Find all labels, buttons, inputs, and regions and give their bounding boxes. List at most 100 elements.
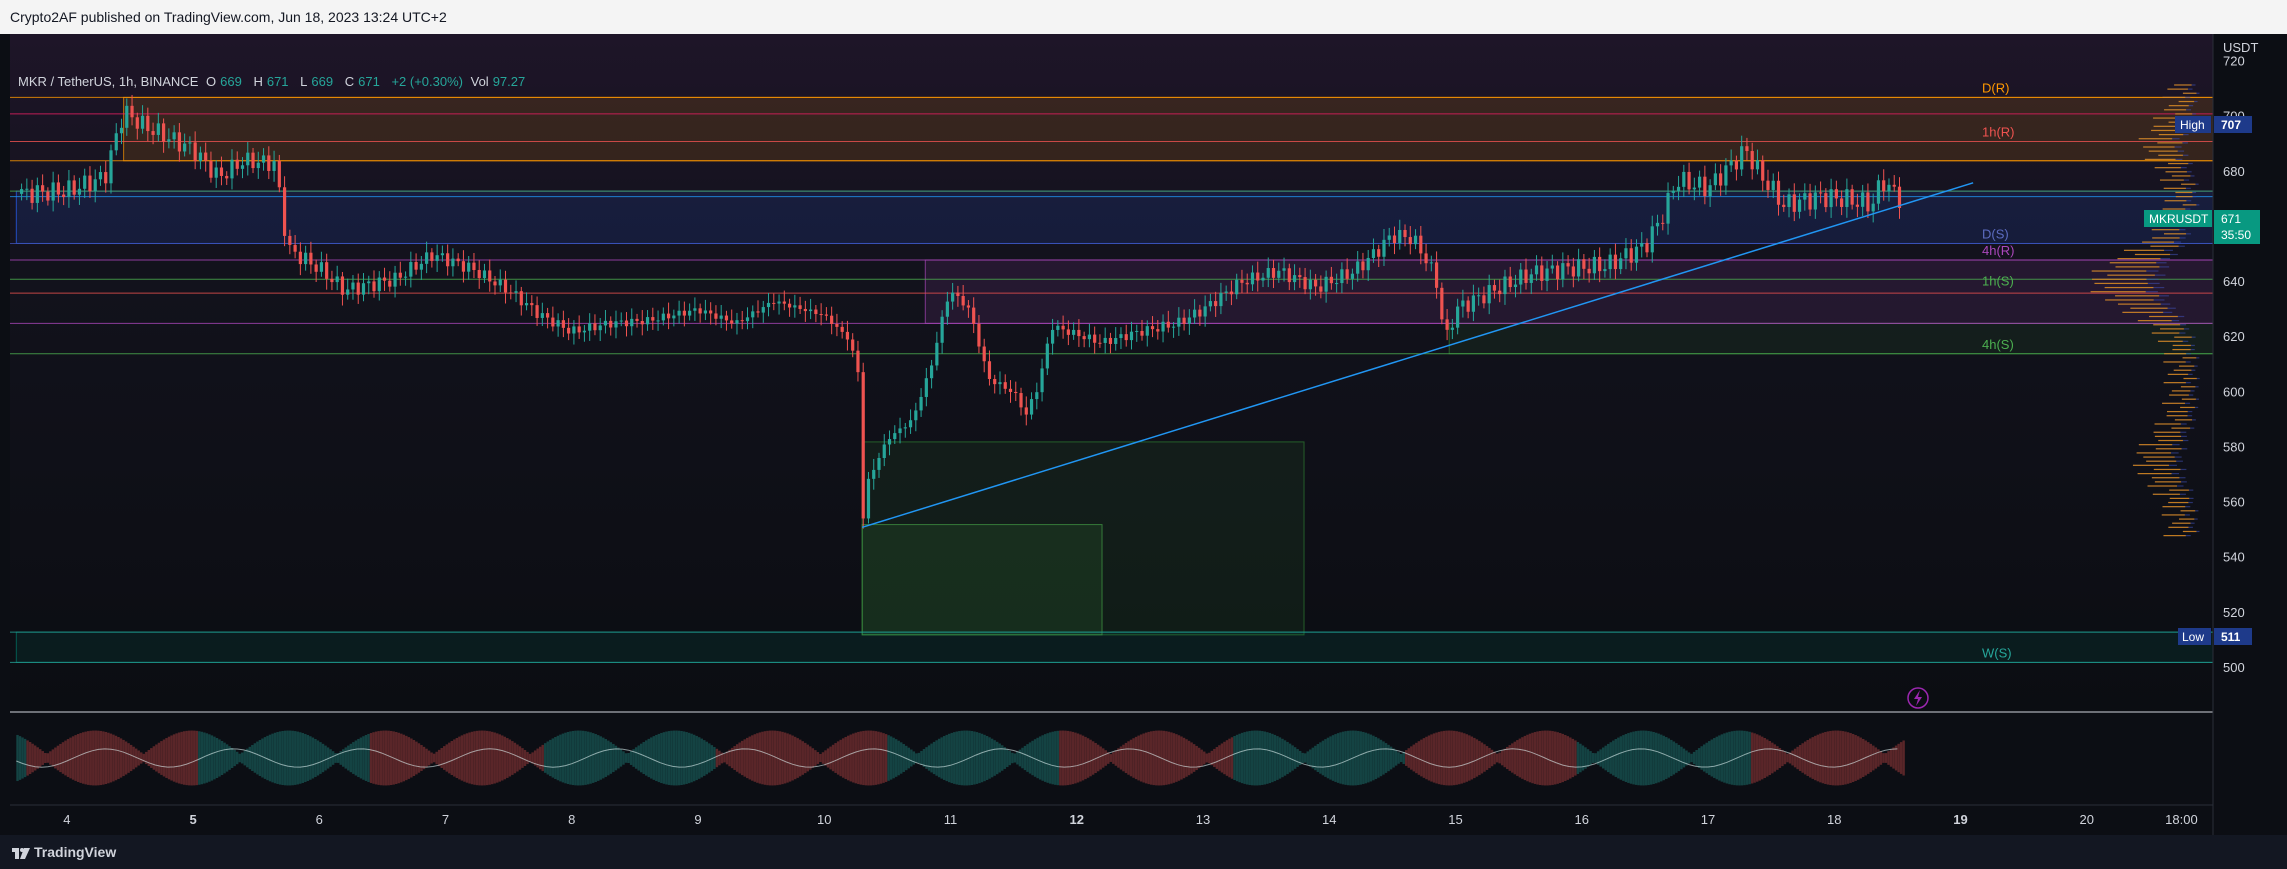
candle-body (1324, 276, 1328, 292)
oscillator-band (84, 731, 87, 785)
oscillator-band (680, 730, 683, 786)
oscillator-band (1296, 749, 1299, 767)
candle-body (840, 326, 844, 332)
legend-low: L 669 (300, 74, 334, 89)
time-tick-label: 16 (1575, 812, 1589, 827)
chart-svg[interactable]: D(R) 1h(R) D(S)4h(R) 1h(S) 4h(S) W(S) 10−1 4 5… (0, 34, 2287, 835)
oscillator-band (1033, 739, 1037, 777)
oscillator-band (862, 730, 865, 786)
candle-body (62, 194, 66, 198)
oscillator-band (1728, 731, 1731, 785)
oscillator-band (970, 731, 974, 785)
candle-body (1882, 180, 1886, 192)
oscillator-band (1528, 733, 1532, 783)
tradingview-logo[interactable]: TradingView (12, 835, 116, 869)
candle-body (440, 253, 444, 256)
candle-body (1613, 254, 1618, 270)
legend-change: +2 (+0.30%) (391, 74, 463, 89)
volume-profile-bar (2154, 167, 2181, 169)
oscillator-band (1814, 735, 1817, 781)
time-tick-label: 19 (1953, 812, 1967, 827)
oscillator-band (743, 739, 746, 777)
chart-area[interactable]: D(R) 1h(R) D(S)4h(R) 1h(S) 4h(S) W(S) 10−1 4 5… (0, 34, 2287, 835)
oscillator-band (1036, 737, 1039, 779)
candle-body (1845, 189, 1849, 207)
candle-body (319, 262, 324, 272)
candle-body (819, 314, 823, 316)
candle-body (682, 310, 686, 316)
oscillator-band (513, 742, 517, 774)
candle-body (1508, 276, 1512, 288)
oscillator-band (746, 737, 749, 779)
oscillator-band (1276, 736, 1279, 780)
oscillator-band (922, 749, 926, 767)
oscillator-band (541, 744, 544, 772)
oscillator-band (1475, 739, 1479, 777)
oscillator-band (167, 736, 171, 780)
publish-bar: Crypto2AF published on TradingView.com, … (0, 0, 2287, 34)
oscillator-band (331, 751, 335, 765)
oscillator-band (1437, 731, 1441, 785)
oscillator-band (1412, 744, 1415, 772)
candle-body (1235, 279, 1239, 295)
oscillator-band (145, 751, 148, 765)
candle-body (1619, 258, 1623, 270)
oscillator-band (253, 743, 257, 773)
candle-body (903, 427, 907, 429)
candle-body (1666, 192, 1670, 224)
oscillator-band (387, 730, 390, 786)
volume-profile-bar (2157, 340, 2183, 342)
oscillator-band (1362, 731, 1365, 785)
oscillator-band (210, 735, 214, 781)
oscillator-band (334, 753, 337, 763)
oscillator-band (59, 743, 62, 773)
candle-body (998, 382, 1002, 385)
volume-profile-bar (2115, 266, 2160, 268)
oscillator-band (884, 734, 888, 782)
oscillator-band (953, 732, 956, 784)
oscillator-band (306, 735, 310, 781)
oscillator-band (122, 739, 125, 777)
candle-body (861, 372, 865, 519)
candle-body (1408, 237, 1412, 245)
oscillator-band (1225, 740, 1229, 776)
candle-body (535, 305, 539, 318)
lightning-icon[interactable] (1907, 687, 1929, 709)
oscillator-band (650, 737, 653, 779)
legend-symbol: MKR / TetherUS, 1h, BINANCE (18, 74, 199, 89)
oscillator-band (930, 743, 933, 773)
oscillator-band (1826, 731, 1830, 785)
oscillator-band (551, 738, 554, 778)
candle-body (787, 303, 792, 308)
oscillator-band (1422, 738, 1426, 778)
zones-layer (15, 96, 2214, 663)
oscillator-band (511, 741, 514, 775)
oscillator-band (657, 733, 661, 783)
oscillator-band (483, 730, 486, 786)
candle-body (1692, 187, 1696, 190)
price-axis-panel[interactable] (2213, 34, 2287, 835)
oscillator-band (256, 741, 259, 775)
candle-body (288, 235, 292, 245)
candle-body (908, 420, 913, 428)
oscillator-band (1591, 753, 1595, 763)
candle-body (93, 179, 97, 192)
oscillator-band (1506, 746, 1509, 770)
candle-body (1866, 192, 1870, 212)
candle-body (251, 152, 255, 169)
oscillator-band (1023, 745, 1027, 771)
oscillator-band (129, 744, 133, 772)
candle-body (724, 315, 729, 321)
oscillator-band (1710, 739, 1713, 777)
oscillator-band (748, 736, 751, 780)
oscillator-band (887, 735, 890, 781)
candle-body (609, 320, 613, 328)
oscillator-band (576, 730, 580, 786)
candle-body (1124, 334, 1128, 341)
candle-body (640, 320, 644, 325)
candle-body (1755, 160, 1760, 170)
oscillator-band (1829, 730, 1832, 786)
oscillator-band (1483, 744, 1486, 772)
last-price-tag: MKRUSDT 671 35:50 (2144, 210, 2260, 244)
